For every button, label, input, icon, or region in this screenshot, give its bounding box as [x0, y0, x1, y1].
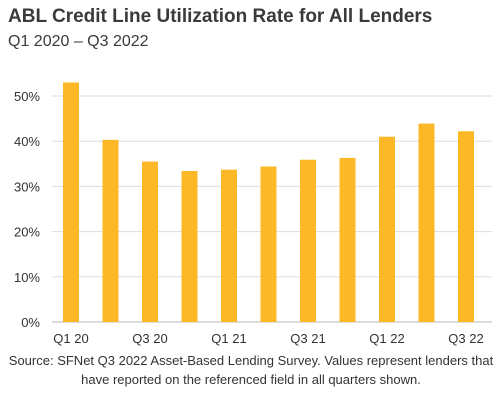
bar [142, 161, 158, 322]
bar [63, 82, 79, 322]
bar [300, 159, 316, 322]
bar [379, 136, 395, 322]
x-tick-label: Q1 21 [211, 331, 246, 346]
chart-subtitle: Q1 2020 – Q3 2022 [8, 33, 149, 50]
x-tick-label: Q1 20 [53, 331, 88, 346]
bar [458, 131, 474, 322]
bar [221, 169, 237, 322]
y-tick-label: 10% [14, 270, 40, 285]
bar [418, 123, 435, 323]
bar [102, 139, 119, 322]
x-tick-label: Q3 21 [290, 331, 325, 346]
x-tick-label: Q3 20 [132, 331, 167, 346]
chart-source-note: Source: SFNet Q3 2022 Asset-Based Lendin… [8, 353, 494, 387]
x-tick-label: Q3 22 [448, 331, 483, 346]
y-tick-label: 40% [14, 134, 40, 149]
chart-title: ABL Credit Line Utilization Rate for All… [8, 6, 433, 27]
bar [260, 166, 277, 322]
x-tick-label: Q1 22 [369, 331, 404, 346]
y-tick-label: 0% [21, 315, 40, 330]
y-tick-label: 30% [14, 179, 40, 194]
y-tick-label: 20% [14, 225, 40, 240]
y-tick-label: 50% [14, 89, 40, 104]
bar [181, 171, 198, 322]
bar [339, 157, 356, 322]
